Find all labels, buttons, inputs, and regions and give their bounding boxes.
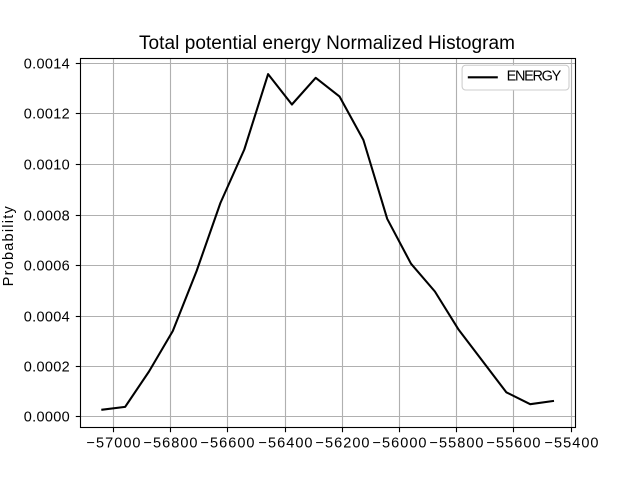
svg-text:0.0004: 0.0004 bbox=[24, 310, 70, 326]
svg-text:−56200: −56200 bbox=[316, 436, 370, 452]
svg-text:0.0000: 0.0000 bbox=[24, 410, 70, 426]
svg-text:ENERGY: ENERGY bbox=[507, 68, 562, 84]
svg-text:0.0002: 0.0002 bbox=[24, 360, 70, 376]
svg-text:−56800: −56800 bbox=[144, 436, 198, 452]
svg-text:0.0010: 0.0010 bbox=[24, 158, 70, 174]
svg-text:0.0006: 0.0006 bbox=[24, 259, 70, 275]
svg-text:−55800: −55800 bbox=[430, 436, 484, 452]
svg-text:−57000: −57000 bbox=[87, 436, 141, 452]
svg-text:−56600: −56600 bbox=[201, 436, 255, 452]
svg-text:0.0012: 0.0012 bbox=[24, 107, 70, 123]
svg-text:0.0008: 0.0008 bbox=[24, 209, 70, 225]
svg-text:−55600: −55600 bbox=[487, 436, 541, 452]
svg-text:0.0014: 0.0014 bbox=[24, 57, 70, 73]
svg-text:Probability: Probability bbox=[1, 206, 17, 287]
svg-text:−56400: −56400 bbox=[259, 436, 313, 452]
svg-text:−56000: −56000 bbox=[373, 436, 427, 452]
svg-text:Total potential energy Normali: Total potential energy Normalized Histog… bbox=[139, 33, 515, 54]
svg-text:−55400: −55400 bbox=[545, 436, 599, 452]
